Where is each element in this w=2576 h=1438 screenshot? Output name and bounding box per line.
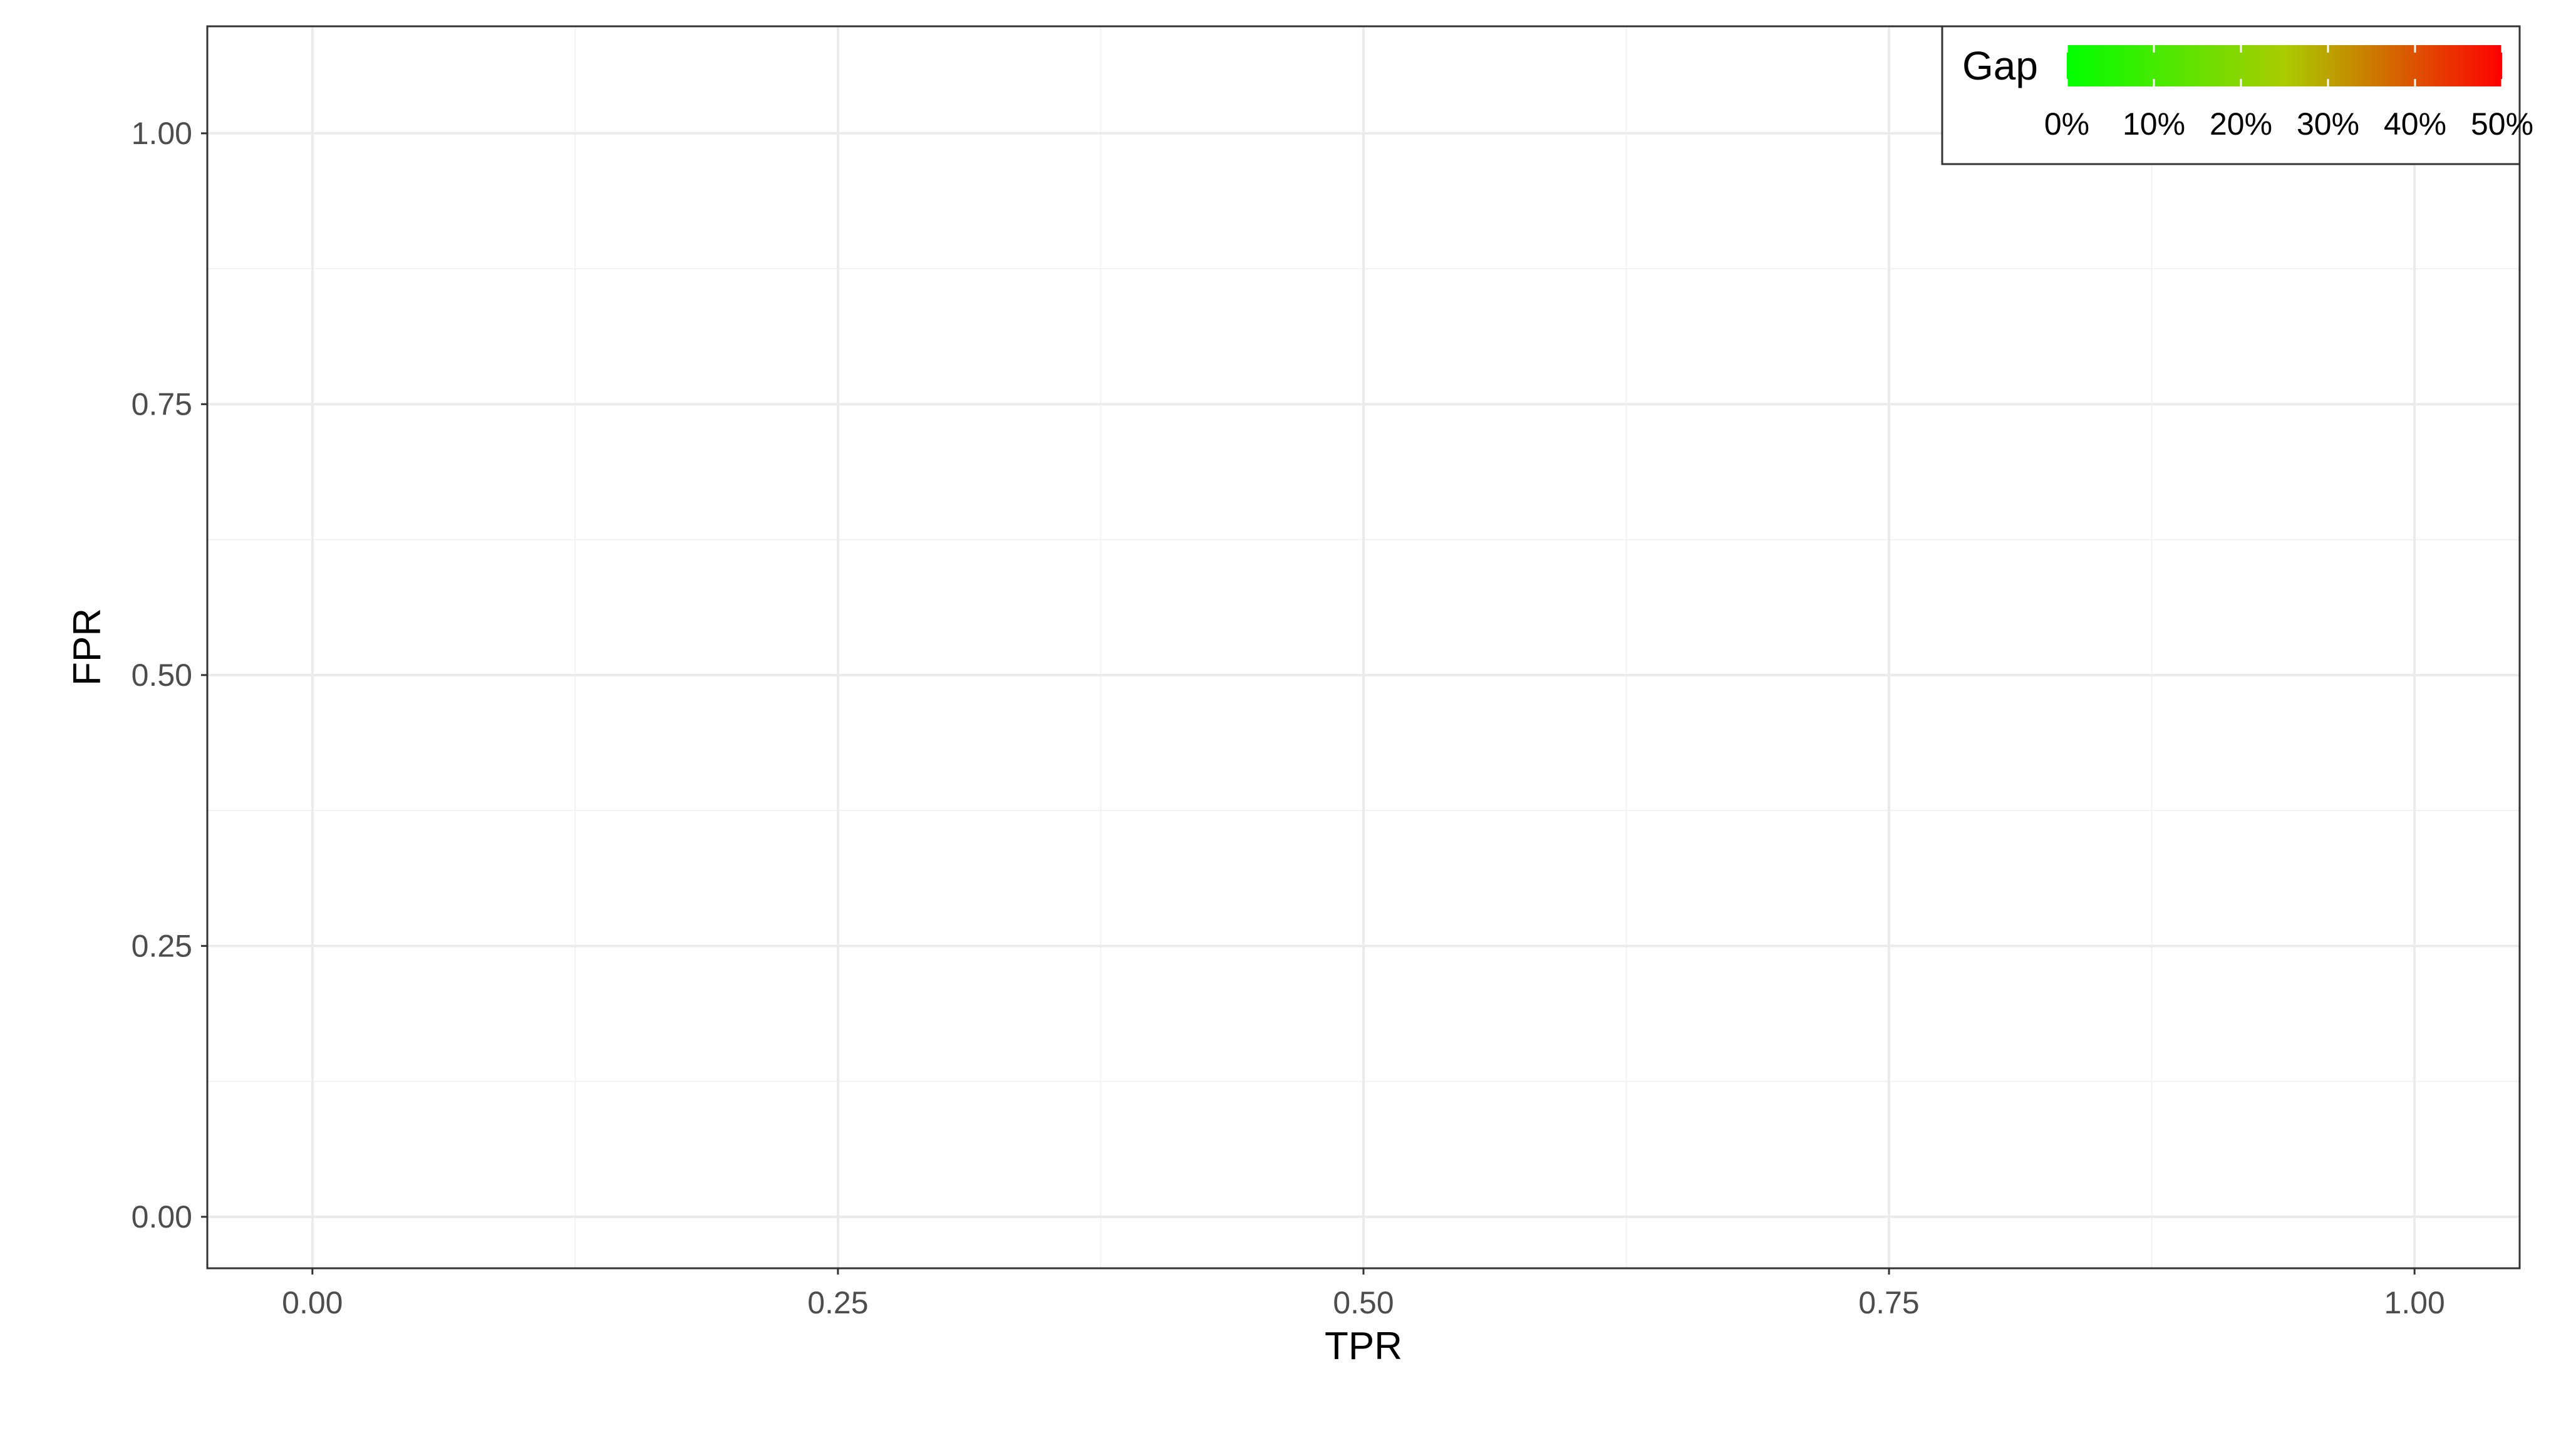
y-axis-ticks: 0.00 0.25 0.50 0.75 1.00 xyxy=(132,116,207,1234)
y-tick-label: 0.00 xyxy=(132,1199,192,1234)
y-tick-label: 0.50 xyxy=(132,658,192,693)
x-tick-label: 0.00 xyxy=(282,1285,343,1320)
legend-colorbar xyxy=(2067,45,2502,86)
legend-tick-label: 20% xyxy=(2210,106,2272,142)
legend-tick-label: 40% xyxy=(2384,106,2446,142)
legend-tick-label: 30% xyxy=(2297,106,2359,142)
x-tick-label: 1.00 xyxy=(2384,1285,2445,1320)
y-tick-label: 1.00 xyxy=(132,116,192,151)
x-tick-label: 0.75 xyxy=(1858,1285,1919,1320)
legend: Gap 0% 10% 20% 30% 40% 50% xyxy=(1941,25,2533,165)
y-axis-title: FPR xyxy=(66,608,109,686)
y-tick-label: 0.75 xyxy=(132,386,192,422)
legend-tick-label: 0% xyxy=(2044,106,2089,142)
y-tick-label: 0.25 xyxy=(132,928,192,963)
x-axis-title: TPR xyxy=(1325,1325,1402,1368)
legend-title: Gap xyxy=(1962,43,2038,88)
x-axis-ticks: 0.00 0.25 0.50 0.75 1.00 xyxy=(282,1268,2445,1320)
x-tick-label: 0.50 xyxy=(1333,1285,1394,1320)
grid-major xyxy=(207,26,2520,1268)
legend-tick-label: 50% xyxy=(2471,106,2533,142)
legend-ticks: 0% 10% 20% 30% 40% 50% xyxy=(2044,45,2533,142)
x-tick-label: 0.25 xyxy=(807,1285,868,1320)
legend-tick-label: 10% xyxy=(2123,106,2185,142)
